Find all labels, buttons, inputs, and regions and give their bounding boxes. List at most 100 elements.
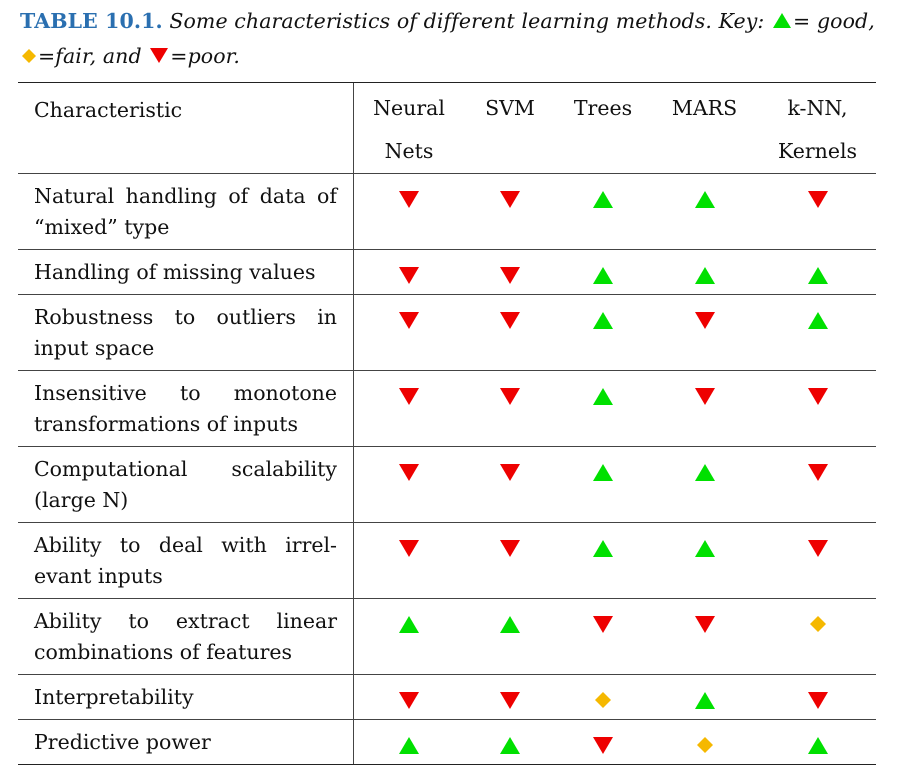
rating-good-icon bbox=[694, 539, 716, 558]
rating-good-icon bbox=[694, 190, 716, 209]
rating-good-icon bbox=[499, 736, 521, 755]
rating-cell bbox=[556, 599, 650, 674]
rating-cell bbox=[759, 371, 876, 446]
rating-cell bbox=[759, 675, 876, 719]
rating-poor-icon bbox=[694, 387, 716, 406]
rating-good-icon bbox=[807, 311, 829, 330]
rating-good-icon bbox=[807, 736, 829, 755]
rating-cell bbox=[464, 720, 556, 764]
rating-good-icon bbox=[592, 311, 614, 330]
characteristic-label: Robustness to outliers in input space bbox=[18, 295, 354, 370]
rating-cell bbox=[650, 599, 759, 674]
rating-cell bbox=[354, 599, 464, 674]
rating-cell bbox=[556, 250, 650, 294]
rating-cell bbox=[354, 371, 464, 446]
rating-cell bbox=[354, 675, 464, 719]
table-row: Ability to extract linear combinations o… bbox=[18, 599, 876, 675]
rating-poor-icon bbox=[592, 736, 614, 755]
rating-cell bbox=[556, 523, 650, 598]
key-good-text: = good, bbox=[793, 9, 875, 33]
table-row: Interpretability bbox=[18, 675, 876, 720]
rating-cell bbox=[464, 523, 556, 598]
key-poor-text: =poor. bbox=[170, 44, 240, 68]
method-header: MARS bbox=[650, 83, 759, 173]
corner-header: Characteristic bbox=[18, 83, 354, 173]
rating-cell bbox=[759, 523, 876, 598]
table-row: Ability to deal with irrel-evant inputs bbox=[18, 523, 876, 599]
rating-cell bbox=[759, 447, 876, 522]
rating-cell bbox=[464, 371, 556, 446]
rating-cell bbox=[464, 250, 556, 294]
rating-fair-icon bbox=[696, 736, 714, 754]
rating-poor-icon bbox=[807, 190, 829, 209]
caption-text: Some characteristics of different learni… bbox=[162, 9, 772, 33]
rating-poor-icon bbox=[398, 387, 420, 406]
rating-poor-icon bbox=[398, 691, 420, 710]
table-row: Insensitive to monotone transformations … bbox=[18, 371, 876, 447]
rating-cell bbox=[650, 523, 759, 598]
key-fair-text: =fair, and bbox=[38, 44, 149, 68]
rating-cell bbox=[556, 295, 650, 370]
rating-cell bbox=[464, 295, 556, 370]
rating-poor-icon bbox=[499, 190, 521, 209]
rating-poor-icon bbox=[694, 311, 716, 330]
rating-cell bbox=[464, 174, 556, 249]
rating-poor-icon bbox=[807, 691, 829, 710]
rating-good-icon bbox=[694, 691, 716, 710]
rating-cell bbox=[556, 675, 650, 719]
rating-good-icon bbox=[592, 387, 614, 406]
good-triangle-icon bbox=[772, 5, 792, 39]
rating-poor-icon bbox=[694, 615, 716, 634]
method-header: Neural Nets bbox=[354, 83, 464, 173]
rating-good-icon bbox=[592, 463, 614, 482]
rating-good-icon bbox=[398, 615, 420, 634]
rating-poor-icon bbox=[398, 311, 420, 330]
rating-cell bbox=[354, 720, 464, 764]
rating-poor-icon bbox=[499, 691, 521, 710]
rating-cell bbox=[650, 371, 759, 446]
rating-cell bbox=[354, 250, 464, 294]
rating-cell bbox=[556, 371, 650, 446]
rating-poor-icon bbox=[398, 190, 420, 209]
characteristic-label: Natural handling of data of “mixed” type bbox=[18, 174, 354, 249]
characteristic-label: Computational scalability (large N) bbox=[18, 447, 354, 522]
caption-label: TABLE 10.1. bbox=[20, 9, 163, 33]
rating-good-icon bbox=[694, 463, 716, 482]
rating-poor-icon bbox=[499, 266, 521, 285]
method-header-label: Neural Nets bbox=[373, 96, 445, 163]
rating-poor-icon bbox=[807, 539, 829, 558]
poor-triangle-icon bbox=[149, 40, 169, 74]
rating-cell bbox=[354, 447, 464, 522]
rating-poor-icon bbox=[499, 463, 521, 482]
rating-poor-icon bbox=[398, 539, 420, 558]
rating-poor-icon bbox=[807, 387, 829, 406]
method-header-label: SVM bbox=[485, 96, 535, 120]
characteristic-label: Ability to deal with irrel-evant inputs bbox=[18, 523, 354, 598]
rating-good-icon bbox=[807, 266, 829, 285]
method-header: Trees bbox=[556, 83, 650, 173]
rating-good-icon bbox=[398, 736, 420, 755]
rating-poor-icon bbox=[499, 539, 521, 558]
rating-cell bbox=[650, 295, 759, 370]
characteristic-label: Interpretability bbox=[18, 675, 354, 719]
rating-poor-icon bbox=[592, 615, 614, 634]
rating-cell bbox=[650, 675, 759, 719]
rating-cell bbox=[556, 720, 650, 764]
rating-good-icon bbox=[499, 615, 521, 634]
rating-fair-icon bbox=[594, 691, 612, 709]
rating-cell bbox=[464, 599, 556, 674]
rating-cell bbox=[354, 174, 464, 249]
table-header-row: Characteristic Neural Nets SVM Trees MAR… bbox=[18, 83, 876, 174]
rating-cell bbox=[650, 250, 759, 294]
characteristics-table: Characteristic Neural Nets SVM Trees MAR… bbox=[18, 82, 876, 765]
rating-cell bbox=[354, 523, 464, 598]
rating-cell bbox=[759, 599, 876, 674]
rating-good-icon bbox=[694, 266, 716, 285]
method-header: SVM bbox=[464, 83, 556, 173]
characteristic-label: Handling of missing values bbox=[18, 250, 354, 294]
method-header-label: Trees bbox=[573, 96, 633, 120]
rating-cell bbox=[759, 250, 876, 294]
rating-cell bbox=[464, 447, 556, 522]
characteristic-label: Insensitive to monotone transformations … bbox=[18, 371, 354, 446]
rating-poor-icon bbox=[398, 463, 420, 482]
